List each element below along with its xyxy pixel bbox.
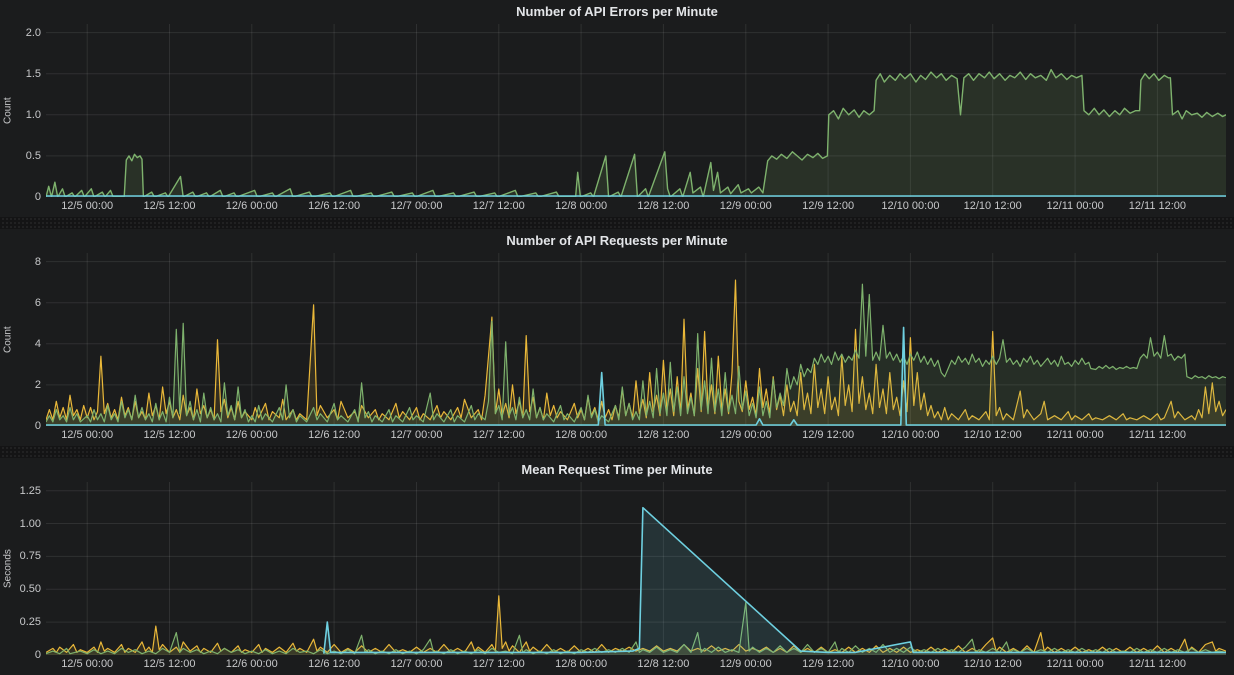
- y-tick-label: 4: [34, 337, 41, 350]
- x-tick-label: 12/9 12:00: [802, 658, 855, 670]
- x-tick-label: 12/10 12:00: [963, 429, 1022, 441]
- x-tick-label: 12/6 12:00: [308, 200, 361, 212]
- plot-area[interactable]: [46, 253, 1226, 426]
- x-tick-label: 12/6 12:00: [308, 658, 361, 670]
- y-tick-label: 1.00: [19, 517, 41, 530]
- plot-area[interactable]: [46, 482, 1226, 655]
- x-tick-label: 12/11 12:00: [1128, 429, 1187, 441]
- x-tick-label: 12/6 00:00: [225, 200, 278, 212]
- series-area-requests-green: [46, 284, 1226, 426]
- panel-resize-handle[interactable]: [0, 446, 1234, 458]
- y-axis-title: Count: [2, 326, 14, 353]
- y-tick-label: 8: [34, 255, 41, 268]
- series-line-time-green: [46, 601, 1226, 655]
- panel-resize-handle[interactable]: [0, 217, 1234, 229]
- x-tick-label: 12/9 12:00: [802, 429, 855, 441]
- series-area-requests-yellow: [46, 280, 1226, 426]
- panel-title-api-requests[interactable]: Number of API Requests per Minute: [506, 233, 728, 248]
- panel-title-api-errors[interactable]: Number of API Errors per Minute: [516, 4, 718, 19]
- x-tick-label: 12/5 12:00: [143, 658, 196, 670]
- gridlines: [46, 253, 1226, 426]
- panel-mean-request-time: Mean Request Time per Minute Seconds 0 0.…: [0, 458, 1234, 675]
- plot-area[interactable]: [46, 24, 1226, 197]
- x-axis-tick-labels: 12/5 00:00 12/5 12:00 12/6 00:00 12/6 12:00…: [46, 426, 1226, 446]
- y-axis-tick-labels: 0 2 4 6 8: [16, 253, 46, 432]
- x-tick-label: 12/7 12:00: [472, 200, 525, 212]
- chart-canvas: [46, 482, 1226, 655]
- y-axis-title: Seconds: [2, 549, 14, 588]
- series-line-requests-yellow: [46, 279, 1226, 421]
- y-tick-label: 1.5: [25, 67, 41, 80]
- x-tick-label: 12/6 00:00: [225, 658, 278, 670]
- x-tick-label: 12/8 00:00: [555, 200, 608, 212]
- x-tick-label: 12/8 00:00: [555, 429, 608, 441]
- x-tick-label: 12/8 12:00: [637, 658, 690, 670]
- x-tick-label: 12/10 12:00: [963, 658, 1022, 670]
- panel-api-requests: Number of API Requests per Minute Count …: [0, 229, 1234, 446]
- x-tick-label: 12/7 00:00: [390, 658, 443, 670]
- y-tick-label: 1.25: [19, 484, 41, 497]
- x-tick-label: 12/7 12:00: [472, 429, 525, 441]
- x-tick-label: 12/10 12:00: [963, 200, 1022, 212]
- chart-canvas: [46, 253, 1226, 426]
- x-tick-label: 12/9 00:00: [719, 200, 772, 212]
- x-tick-label: 12/7 00:00: [390, 429, 443, 441]
- chart-canvas: [46, 24, 1226, 197]
- series-line-requests-cyan: [46, 326, 1226, 426]
- y-tick-label: 0: [34, 420, 41, 432]
- y-tick-label: 0.25: [19, 616, 41, 629]
- gridlines: [46, 24, 1226, 197]
- y-tick-label: 0.50: [19, 583, 41, 596]
- x-tick-label: 12/8 00:00: [555, 658, 608, 670]
- series-line-requests-green: [46, 283, 1226, 423]
- x-tick-label: 12/9 00:00: [719, 429, 772, 441]
- x-tick-label: 12/11 00:00: [1046, 658, 1104, 670]
- y-axis-tick-labels: 0 0.25 0.50 0.75 1.00 1.25: [16, 482, 46, 661]
- y-tick-label: 0: [34, 649, 41, 661]
- series-area-time-cyan: [323, 507, 1226, 655]
- y-tick-label: 6: [34, 296, 41, 309]
- x-tick-label: 12/5 12:00: [143, 200, 196, 212]
- x-tick-label: 12/5 12:00: [143, 429, 196, 441]
- x-tick-label: 12/7 00:00: [390, 200, 443, 212]
- panel-title-mean-request-time[interactable]: Mean Request Time per Minute: [521, 462, 713, 477]
- x-tick-label: 12/10 00:00: [881, 200, 940, 212]
- x-tick-label: 12/8 12:00: [637, 429, 690, 441]
- x-tick-label: 12/6 00:00: [225, 429, 278, 441]
- x-tick-label: 12/5 00:00: [61, 429, 114, 441]
- series-area-errors-green: [46, 69, 1226, 197]
- series-line-time-cyan: [323, 506, 1226, 654]
- y-tick-label: 0.75: [19, 550, 41, 563]
- y-tick-label: 0.5: [25, 149, 41, 162]
- x-axis-tick-labels: 12/5 00:00 12/5 12:00 12/6 00:00 12/6 12:00…: [46, 655, 1226, 675]
- x-tick-label: 12/11 00:00: [1046, 200, 1104, 212]
- x-tick-label: 12/6 12:00: [308, 429, 361, 441]
- x-tick-label: 12/8 12:00: [637, 200, 690, 212]
- x-tick-label: 12/11 00:00: [1046, 429, 1104, 441]
- y-axis-title: Count: [2, 97, 14, 124]
- gridlines: [46, 482, 1226, 655]
- x-tick-label: 12/10 00:00: [881, 429, 940, 441]
- y-tick-label: 2.0: [25, 26, 41, 39]
- x-tick-label: 12/9 00:00: [719, 658, 772, 670]
- x-tick-label: 12/5 00:00: [61, 658, 114, 670]
- y-axis-tick-labels: 0 0.5 1.0 1.5 2.0: [16, 24, 46, 203]
- series-line-errors-green: [46, 68, 1226, 197]
- x-tick-label: 12/11 12:00: [1128, 658, 1187, 670]
- y-tick-label: 2: [34, 378, 41, 391]
- series-area-time-green: [46, 602, 1226, 655]
- x-tick-label: 12/5 00:00: [61, 200, 114, 212]
- x-tick-label: 12/7 12:00: [472, 658, 525, 670]
- x-axis-tick-labels: 12/5 00:00 12/5 12:00 12/6 00:00 12/6 12:00…: [46, 197, 1226, 217]
- x-tick-label: 12/10 00:00: [881, 658, 940, 670]
- y-tick-label: 1.0: [25, 108, 41, 121]
- y-tick-label: 0: [34, 191, 41, 203]
- x-tick-label: 12/9 12:00: [802, 200, 855, 212]
- x-tick-label: 12/11 12:00: [1128, 200, 1187, 212]
